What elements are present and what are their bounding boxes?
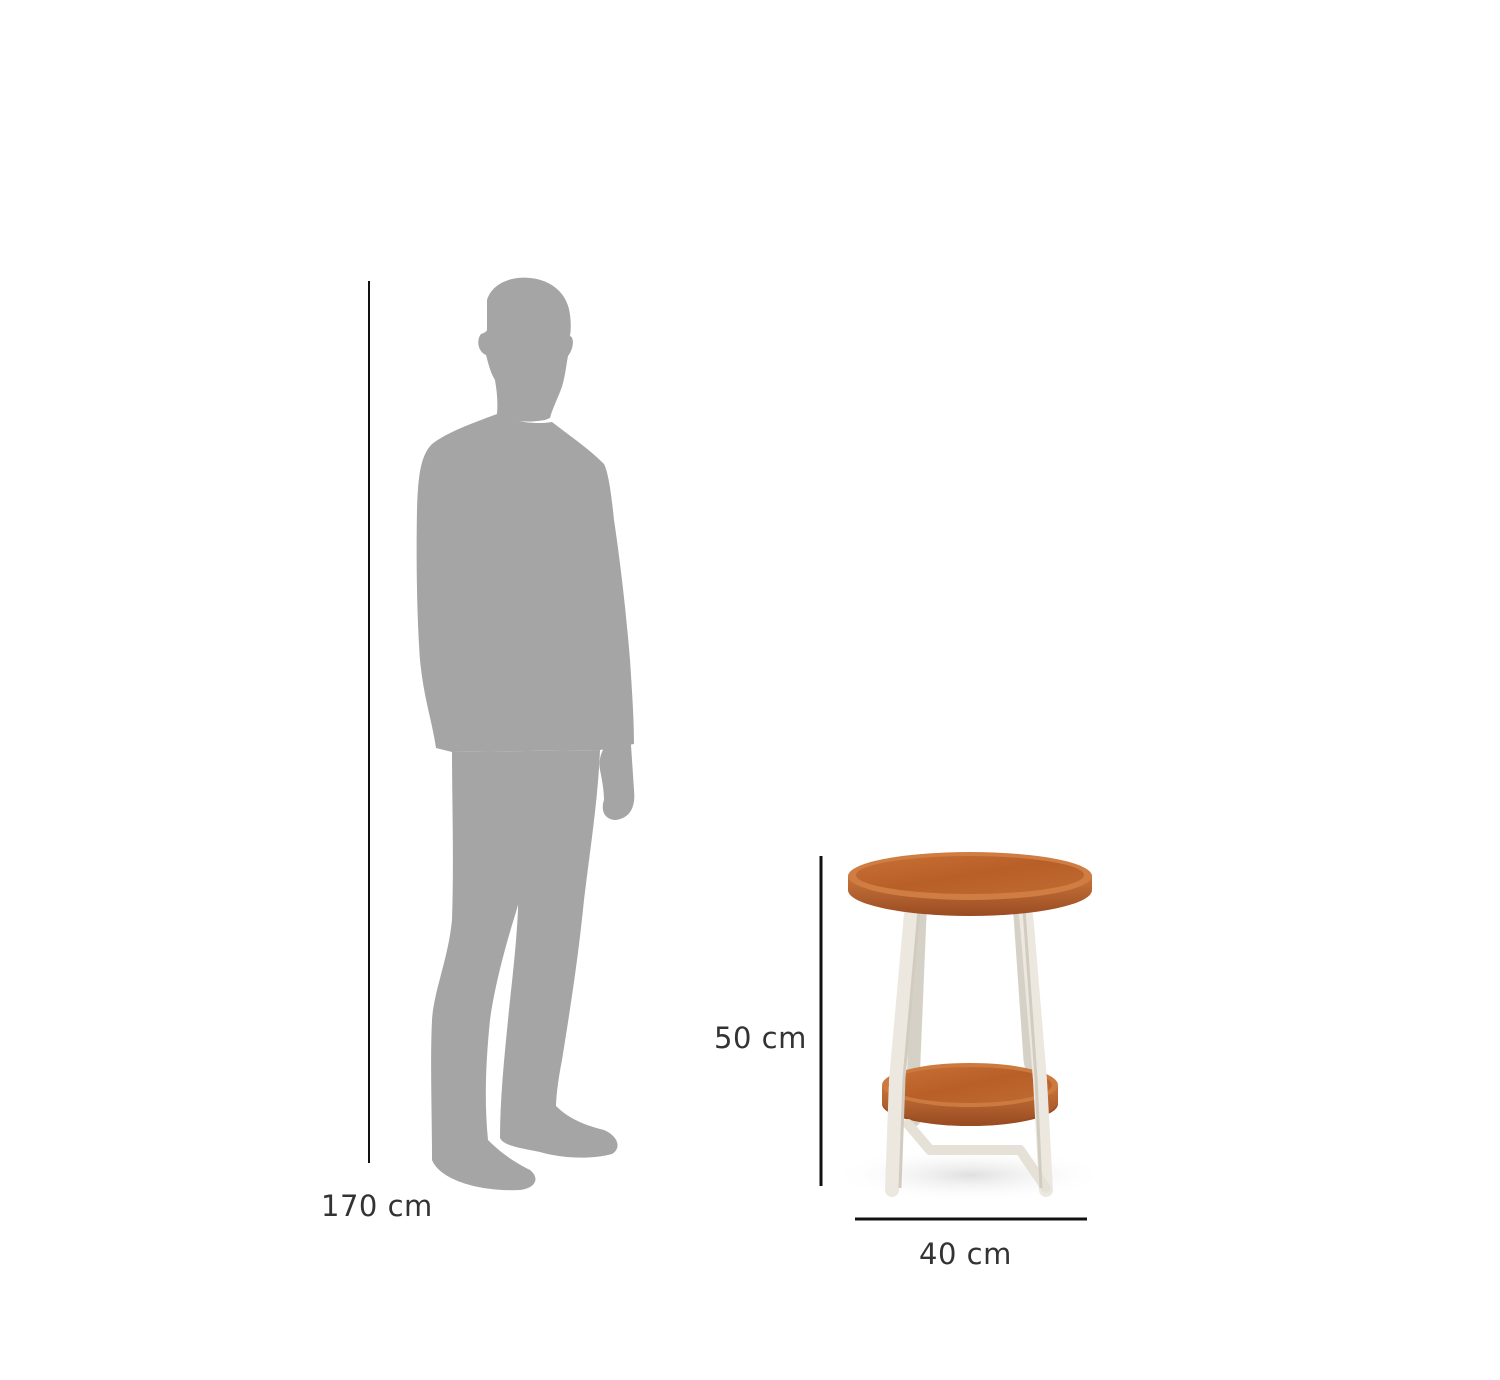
person-height-label: 170 cm [321,1189,433,1223]
table-height-label: 50 cm [714,1021,807,1055]
side-table-icon [830,852,1110,1203]
person-silhouette-icon [416,277,635,1191]
table-width-label: 40 cm [919,1237,1012,1271]
